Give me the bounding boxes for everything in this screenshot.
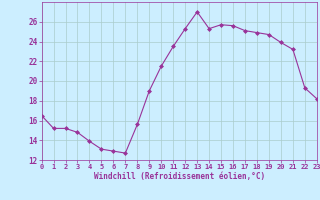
X-axis label: Windchill (Refroidissement éolien,°C): Windchill (Refroidissement éolien,°C): [94, 172, 265, 181]
